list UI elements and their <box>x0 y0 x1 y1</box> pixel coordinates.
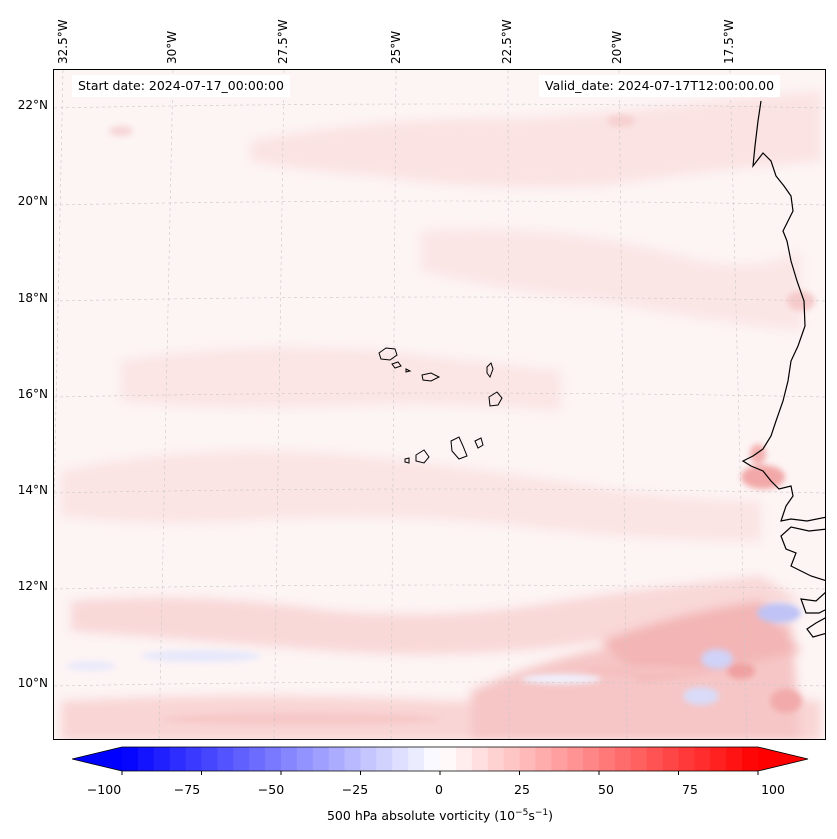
lon-label-30w: 30°W <box>165 30 179 64</box>
colorbar-cell <box>328 747 346 771</box>
colorbar-cell <box>551 747 568 771</box>
colorbar-cell <box>424 747 441 771</box>
colorbar-cell <box>201 747 218 771</box>
lat-label-10n: 10°N <box>17 676 48 690</box>
colorbar-cell <box>249 747 266 771</box>
colorbar-cell <box>392 747 409 771</box>
colorbar-cell <box>630 747 648 771</box>
graticule <box>54 70 825 739</box>
colorbar-cell <box>567 747 584 771</box>
colorbar-cell <box>471 747 489 771</box>
cb-tick-25: 25 <box>514 782 530 797</box>
colorbar-cell <box>281 747 298 771</box>
colorbar-label: 500 hPa absolute vorticity (10−5s−1) <box>326 808 553 824</box>
vorticity-map <box>54 70 825 739</box>
map-panel[interactable] <box>53 69 826 740</box>
colorbar-cell <box>535 747 552 771</box>
lat-label-12n: 12°N <box>17 579 48 593</box>
lon-label-25w: 25°W <box>389 30 403 64</box>
colorbar <box>72 746 809 775</box>
colorbar-extend-min <box>72 747 122 771</box>
colorbar-cell <box>599 747 616 771</box>
colorbar-cell <box>265 747 282 771</box>
colorbar-cell <box>376 747 393 771</box>
cb-tick-neg75: −75 <box>173 782 201 797</box>
colorbar-cell <box>742 747 759 771</box>
cb-tick-neg50: −50 <box>257 782 285 797</box>
colorbar-cell <box>185 747 202 771</box>
cb-tick-50: 50 <box>598 782 614 797</box>
colorbar-cell <box>487 747 505 771</box>
valid-date-label: Valid_date: 2024-07-17T12:00:00.00 <box>539 75 781 97</box>
colorbar-cell <box>519 747 536 771</box>
lat-label-16n: 16°N <box>17 387 48 401</box>
colorbar-ticks <box>121 771 759 775</box>
colorbar-cell <box>662 747 679 771</box>
cb-tick-neg25: −25 <box>341 782 369 797</box>
colorbar-cell <box>360 747 377 771</box>
lat-label-14n: 14°N <box>17 483 48 497</box>
colorbar-cell <box>678 747 695 771</box>
lat-label-22n: 22°N <box>17 98 48 112</box>
colorbar-cell <box>217 747 234 771</box>
colorbar-cell <box>440 747 457 771</box>
vorticity-field <box>54 70 825 739</box>
lat-label-18n: 18°N <box>17 291 48 305</box>
lon-label-20w: 20°W <box>610 30 624 64</box>
lon-label-32-5w: 32.5°W <box>56 19 70 64</box>
colorbar-cell <box>646 747 664 771</box>
colorbar-cell <box>503 747 520 771</box>
cb-tick-75: 75 <box>682 782 698 797</box>
colorbar-cell <box>137 747 155 771</box>
colorbar-cell <box>312 747 330 771</box>
cape-verde-islands <box>378 347 503 464</box>
lon-label-22-5w: 22.5°W <box>500 19 514 64</box>
colorbar-cell <box>233 747 250 771</box>
cb-tick-0: 0 <box>435 782 443 797</box>
lat-label-20n: 20°N <box>17 194 48 208</box>
colorbar-cell <box>726 747 743 771</box>
lon-label-17-5w: 17.5°W <box>722 19 736 64</box>
colorbar-cells <box>122 747 759 771</box>
colorbar-cell <box>614 747 632 771</box>
colorbar-cell <box>694 747 711 771</box>
colorbar-cell <box>455 747 473 771</box>
coastline <box>741 100 825 638</box>
colorbar-cell <box>710 747 727 771</box>
colorbar-extend-max <box>758 747 808 771</box>
colorbar-cell <box>583 747 600 771</box>
colorbar-cell <box>122 747 139 771</box>
colorbar-cell <box>169 747 187 771</box>
colorbar-cell <box>344 747 361 771</box>
start-date-label: Start date: 2024-07-17_00:00:00 <box>72 75 290 97</box>
lon-label-27-5w: 27.5°W <box>276 19 290 64</box>
colorbar-cell <box>296 747 314 771</box>
colorbar-cell <box>153 747 171 771</box>
cb-tick-100: 100 <box>761 782 785 797</box>
cb-tick-neg100: −100 <box>86 782 122 797</box>
colorbar-outline <box>72 746 809 772</box>
colorbar-cell <box>408 747 425 771</box>
